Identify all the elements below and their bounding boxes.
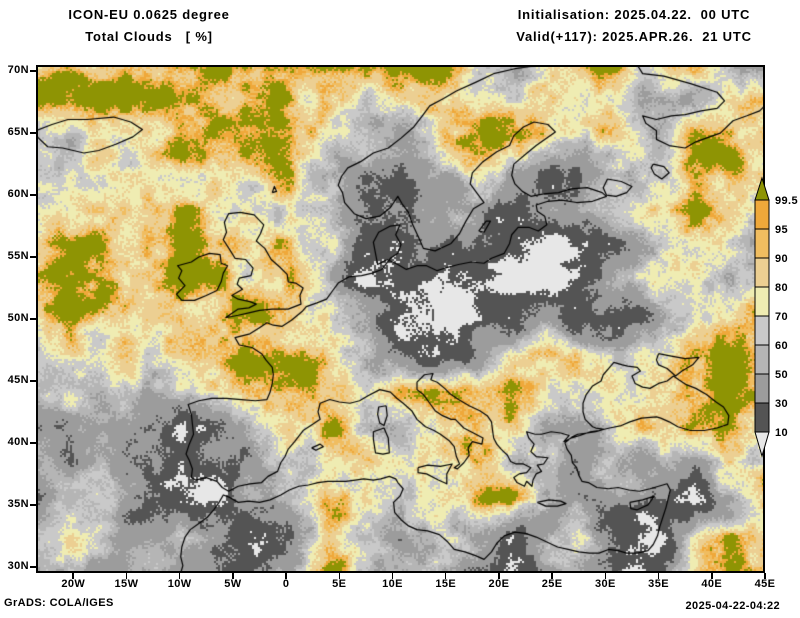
colorbar-tick-label: 99.5 (775, 195, 798, 207)
x-axis-tick-label: 10W (167, 578, 192, 590)
model-title: ICON-EU 0.0625 degree (68, 7, 230, 22)
y-axis-tick-label: 30N (7, 559, 29, 572)
x-axis-tick (604, 573, 607, 579)
colorbar: 99.5 95 90 80 70 60 50 30 10 (754, 176, 798, 458)
y-axis-tick-label: 70N (7, 64, 29, 77)
y-axis-tick (30, 256, 36, 258)
x-axis-tick (125, 573, 128, 579)
colorbar-top-triangle (754, 176, 770, 201)
y-axis-tick (30, 132, 36, 134)
x-axis-tick (657, 573, 660, 579)
x-axis-tick-label: 25E (541, 578, 563, 590)
y-axis-tick (30, 566, 36, 568)
colorbar-tick-label: 95 (775, 224, 788, 236)
colorbar-segment (754, 257, 770, 288)
x-axis-tick-label: 40E (701, 578, 723, 590)
x-axis-tick-label: 35E (648, 578, 669, 590)
y-axis-tick (30, 194, 36, 196)
colorbar-tick-label: 10 (775, 427, 788, 439)
y-axis-tick-label: 65N (7, 126, 29, 139)
y-axis-tick-label: 60N (7, 188, 29, 201)
x-axis-tick (285, 573, 287, 579)
x-axis-tick (551, 573, 553, 579)
creation-timestamp: 2025-04-22-04:22 (685, 600, 780, 612)
x-axis-tick-label: 5E (332, 578, 347, 590)
parameter-title: Total Clouds [ %] (85, 29, 213, 44)
colorbar-segment (754, 373, 770, 404)
x-axis-tick-label: 0 (282, 578, 290, 590)
colorbar-tick-label: 90 (775, 253, 788, 265)
x-axis-tick-label: 10E (382, 578, 403, 590)
x-axis-tick-label: 5W (224, 578, 242, 590)
x-axis-tick-label: 15W (114, 578, 139, 590)
x-axis-tick (764, 573, 766, 579)
colorbar-segment (754, 344, 770, 375)
x-axis-tick-label: 30E (594, 578, 616, 590)
x-axis-tick-label: 45E (754, 578, 776, 590)
colorbar-tick-label: 80 (775, 282, 788, 294)
colorbar-tick-label: 30 (775, 398, 788, 410)
valid-time: Valid(+117): 2025.APR.26. 21 UTC (516, 29, 752, 44)
colorbar-tick-label: 70 (775, 311, 788, 323)
x-axis-tick-label: 20W (61, 578, 86, 590)
x-axis-tick (232, 573, 234, 579)
x-axis-tick (391, 573, 394, 579)
x-axis-tick (498, 573, 500, 579)
y-axis-tick-label: 40N (7, 435, 29, 448)
x-axis-tick (444, 573, 447, 579)
y-axis-tick-label: 35N (7, 497, 29, 510)
cloud-cover-map-canvas (36, 65, 765, 573)
x-axis-tick (711, 573, 713, 579)
y-axis-tick-label: 55N (7, 250, 29, 263)
x-axis-tick-label: 15E (435, 578, 457, 590)
colorbar-bottom-triangle (754, 431, 770, 458)
colorbar-segment (754, 286, 770, 317)
colorbar-tick-label: 60 (775, 340, 788, 352)
y-axis-tick (30, 504, 36, 506)
y-axis-tick (30, 70, 36, 72)
x-axis-tick (178, 573, 181, 579)
y-axis-tick-label: 50N (7, 312, 29, 324)
y-axis-tick (30, 442, 36, 444)
x-axis-tick-label: 20E (488, 578, 510, 590)
colorbar-segment (754, 228, 770, 259)
x-axis-tick (338, 573, 341, 579)
colorbar-segment (754, 402, 770, 433)
colorbar-segment (754, 315, 770, 346)
colorbar-tick-label: 50 (775, 369, 788, 381)
y-axis-tick (30, 318, 36, 320)
y-axis-tick-label: 45N (7, 373, 29, 386)
colorbar-segment (754, 199, 770, 230)
grads-credit: GrADS: COLA/IGES (4, 597, 114, 609)
y-axis-tick (30, 380, 36, 382)
initialisation-time: Initialisation: 2025.04.22. 00 UTC (517, 7, 751, 22)
x-axis-tick (72, 573, 74, 579)
